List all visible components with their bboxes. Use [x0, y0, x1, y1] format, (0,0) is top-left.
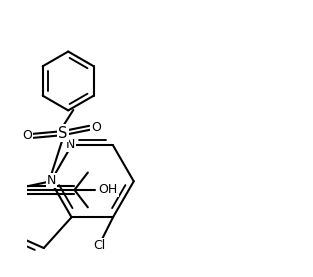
Text: O: O	[22, 129, 32, 142]
Text: OH: OH	[99, 183, 118, 196]
Text: N: N	[47, 174, 56, 187]
Text: O: O	[91, 121, 101, 134]
Text: Cl: Cl	[94, 239, 106, 252]
Text: N: N	[65, 138, 75, 151]
Text: S: S	[58, 126, 68, 141]
